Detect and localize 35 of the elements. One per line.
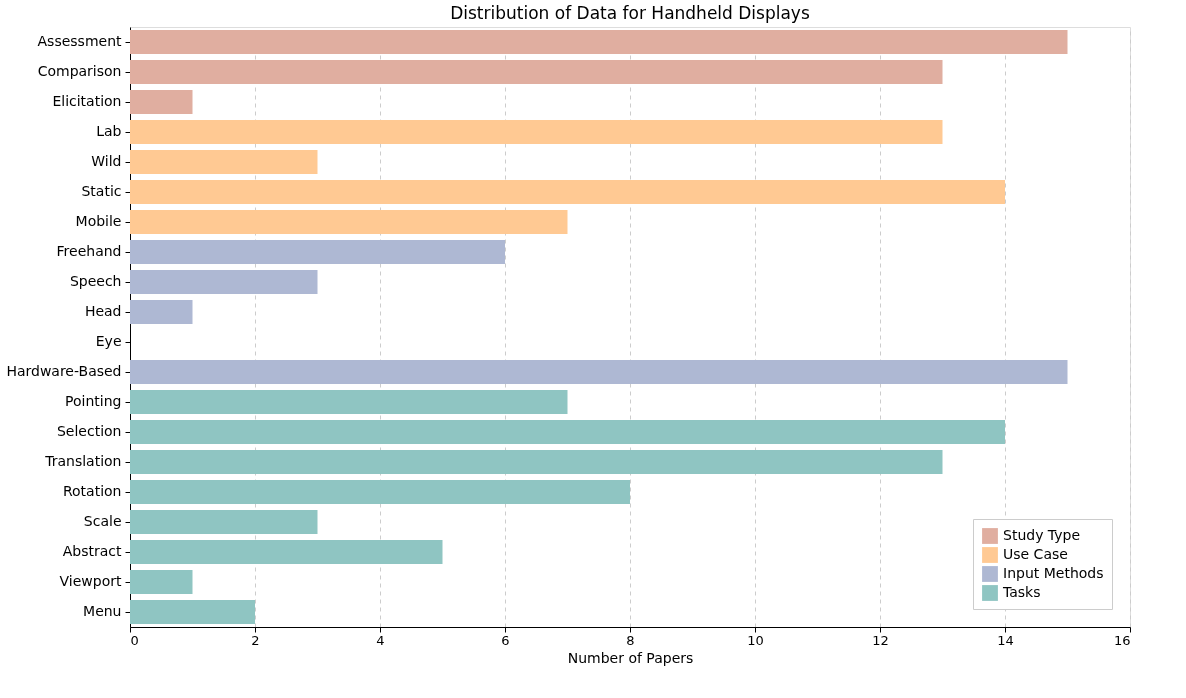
y-tick-label: Freehand — [56, 243, 122, 259]
y-tick-label: Viewport — [59, 573, 123, 589]
y-tick-label: Static — [81, 183, 122, 199]
chart-title: Distribution of Data for Handheld Displays — [450, 3, 810, 23]
y-tick-label: Mobile — [75, 213, 122, 229]
x-tick-label: 16 — [1113, 632, 1131, 648]
x-tick-label: 12 — [872, 632, 889, 648]
y-tick-label: Speech — [69, 273, 122, 289]
x-tick-label: 0 — [130, 632, 139, 648]
y-tick-label: Menu — [83, 603, 122, 619]
y-tick-label: Translation — [44, 453, 122, 469]
x-tick-label: 14 — [997, 632, 1014, 648]
y-tick-label: Eye — [95, 333, 122, 349]
legend-label: Study Type — [1003, 527, 1081, 543]
y-tick-label: Comparison — [37, 63, 122, 79]
x-tick-label: 6 — [501, 632, 510, 648]
y-tick-label: Hardware-Based — [6, 363, 122, 379]
x-tick-label: 2 — [251, 632, 260, 648]
y-tick-label: Lab — [96, 123, 122, 139]
y-tick-label: Head — [84, 303, 122, 319]
x-tick-label: 10 — [747, 632, 764, 648]
legend-label: Input Methods — [1003, 565, 1104, 581]
legend-label: Tasks — [1002, 584, 1041, 600]
y-tick-label: Abstract — [62, 543, 122, 559]
y-tick-label: Rotation — [62, 483, 122, 499]
y-tick-label: Pointing — [65, 393, 122, 409]
y-tick-label: Wild — [91, 153, 122, 169]
x-tick-label: 8 — [626, 632, 635, 648]
x-axis-title: Number of Papers — [567, 649, 694, 666]
y-tick-label: Elicitation — [52, 93, 122, 109]
x-tick-label: 4 — [376, 632, 385, 648]
y-tick-label: Selection — [56, 423, 122, 439]
y-tick-label: Scale — [83, 513, 122, 529]
legend-label: Use Case — [1003, 546, 1068, 562]
y-tick-label: Assessment — [37, 33, 123, 49]
